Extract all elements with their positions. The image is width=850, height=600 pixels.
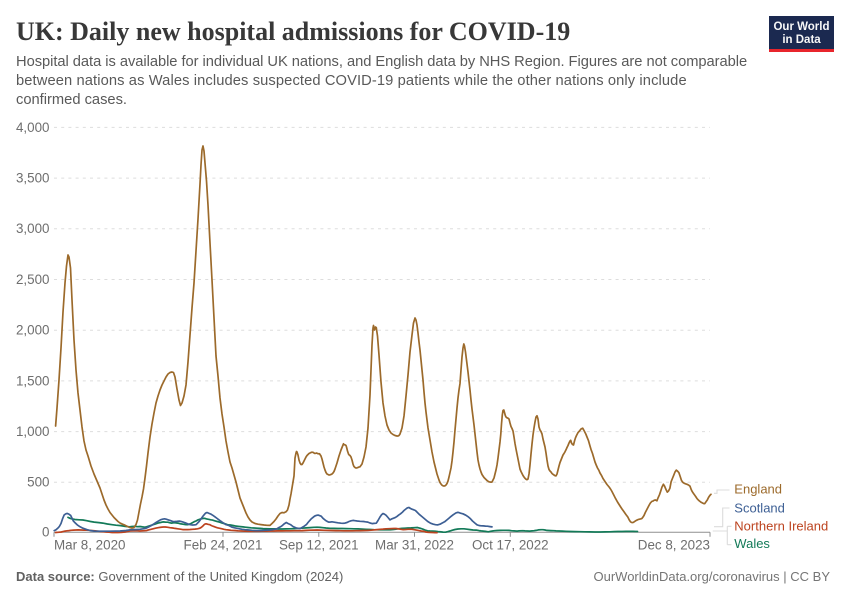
svg-text:Feb 24, 2021: Feb 24, 2021 bbox=[184, 538, 263, 553]
svg-text:2,000: 2,000 bbox=[16, 323, 50, 338]
svg-text:Northern Ireland: Northern Ireland bbox=[734, 518, 828, 533]
svg-text:500: 500 bbox=[27, 475, 49, 490]
svg-text:4,000: 4,000 bbox=[16, 120, 50, 135]
svg-text:2,500: 2,500 bbox=[16, 272, 50, 287]
svg-text:Scotland: Scotland bbox=[734, 500, 785, 515]
svg-text:England: England bbox=[734, 482, 782, 497]
svg-text:Oct 17, 2022: Oct 17, 2022 bbox=[472, 538, 549, 553]
svg-text:Mar 8, 2020: Mar 8, 2020 bbox=[54, 538, 125, 553]
svg-text:Dec 8, 2023: Dec 8, 2023 bbox=[638, 538, 710, 553]
svg-text:Wales: Wales bbox=[734, 536, 770, 551]
svg-text:1,000: 1,000 bbox=[16, 424, 50, 439]
svg-text:Sep 12, 2021: Sep 12, 2021 bbox=[279, 538, 359, 553]
svg-text:1,500: 1,500 bbox=[16, 373, 50, 388]
svg-text:3,000: 3,000 bbox=[16, 221, 50, 236]
svg-text:0: 0 bbox=[42, 525, 49, 540]
svg-text:3,500: 3,500 bbox=[16, 171, 50, 186]
svg-text:Mar 31, 2022: Mar 31, 2022 bbox=[375, 538, 454, 553]
